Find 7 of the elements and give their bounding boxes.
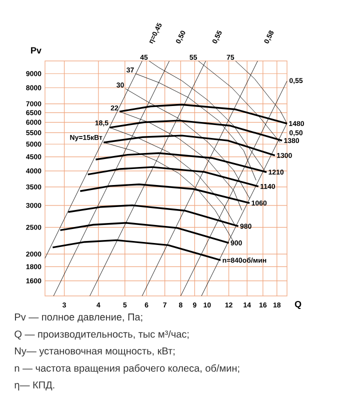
text: Ny— установочная мощность, кВт; xyxy=(15,348,174,356)
text: n — частота вращения рабочего колеса, об/мин; xyxy=(14,364,240,374)
text: η— КПД. xyxy=(14,382,54,390)
text: Pv — полное давление, Па; xyxy=(15,314,142,322)
text: Q — производительность, тыс м³/час; xyxy=(14,330,189,340)
y-axis-title: Pv xyxy=(31,47,42,54)
x-axis-title: Q xyxy=(294,300,302,310)
